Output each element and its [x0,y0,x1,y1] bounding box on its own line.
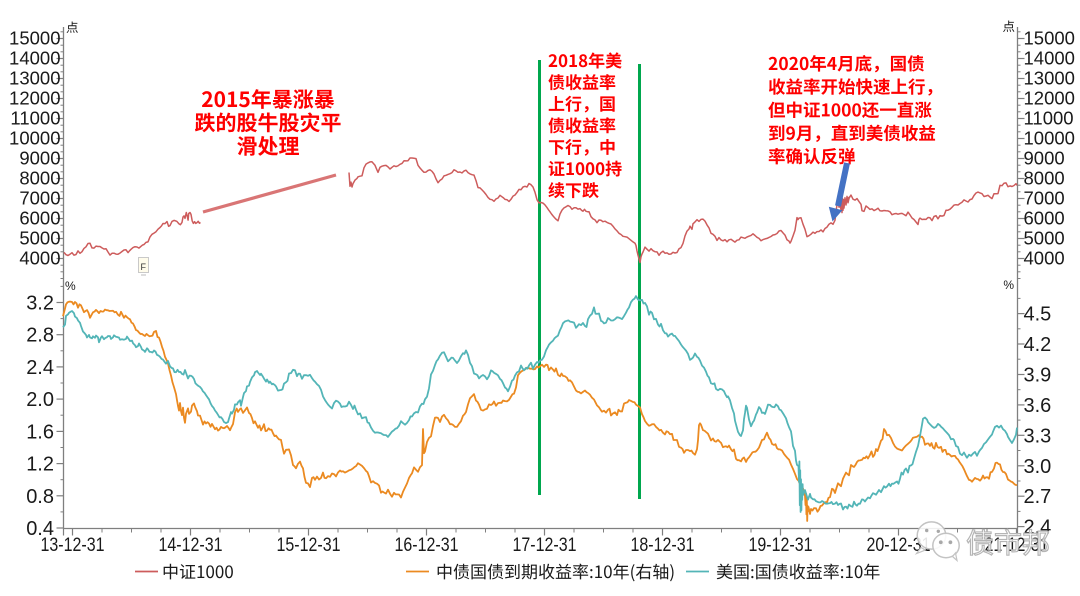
svg-text:18-12-31: 18-12-31 [631,535,695,556]
svg-text:15000: 15000 [9,28,60,49]
svg-text:9000: 9000 [19,148,60,169]
svg-text:12000: 12000 [9,88,60,109]
svg-text:2.4: 2.4 [26,357,54,379]
svg-text:9000: 9000 [1024,148,1065,169]
svg-text:10000: 10000 [9,128,60,149]
svg-text:16-12-31: 16-12-31 [395,535,459,556]
svg-text:6000: 6000 [19,208,60,229]
svg-text:10000: 10000 [1024,128,1075,149]
svg-text:14000: 14000 [9,48,60,69]
svg-text:7000: 7000 [19,188,60,209]
svg-text:3.9: 3.9 [1024,365,1052,387]
svg-text:4000: 4000 [1024,248,1065,269]
svg-text:3.0: 3.0 [1024,456,1052,478]
svg-text:5000: 5000 [19,228,60,249]
svg-text:14-12-31: 14-12-31 [159,535,223,556]
svg-text:F: F [141,262,147,272]
svg-text:11000: 11000 [1024,108,1074,129]
svg-text:7000: 7000 [1024,188,1065,209]
svg-text:13000: 13000 [1024,68,1075,89]
svg-text:2.7: 2.7 [1024,486,1052,508]
svg-text:4.2: 4.2 [1024,334,1052,356]
svg-text:3.2: 3.2 [26,293,54,315]
svg-text:1.2: 1.2 [26,454,54,476]
svg-text:15-12-31: 15-12-31 [277,535,341,556]
svg-text:11000: 11000 [10,108,60,129]
svg-text:19-12-31: 19-12-31 [749,535,813,556]
svg-text:8000: 8000 [1024,168,1065,189]
svg-text:1.6: 1.6 [26,421,54,443]
svg-text:4.5: 4.5 [1024,304,1052,326]
svg-text:13-12-31: 13-12-31 [41,535,105,556]
svg-text:%: % [1003,278,1014,292]
svg-text:0.8: 0.8 [26,486,54,508]
svg-text:20-12-31: 20-12-31 [867,535,931,556]
svg-text:3.3: 3.3 [1024,425,1052,447]
svg-text:15000: 15000 [1024,28,1075,49]
svg-text:5000: 5000 [1024,228,1065,249]
svg-text:17-12-31: 17-12-31 [513,535,577,556]
svg-text:2.8: 2.8 [26,325,54,347]
svg-text:4000: 4000 [19,248,60,269]
svg-text:%: % [65,279,76,293]
svg-text:8000: 8000 [19,168,60,189]
svg-text:0.4: 0.4 [26,518,54,540]
svg-text:3.6: 3.6 [1024,395,1052,417]
svg-text:6000: 6000 [1024,208,1065,229]
svg-text:12000: 12000 [1024,88,1075,109]
svg-text:13000: 13000 [9,68,60,89]
svg-text:14000: 14000 [1024,48,1075,69]
svg-text:2.0: 2.0 [26,389,54,411]
